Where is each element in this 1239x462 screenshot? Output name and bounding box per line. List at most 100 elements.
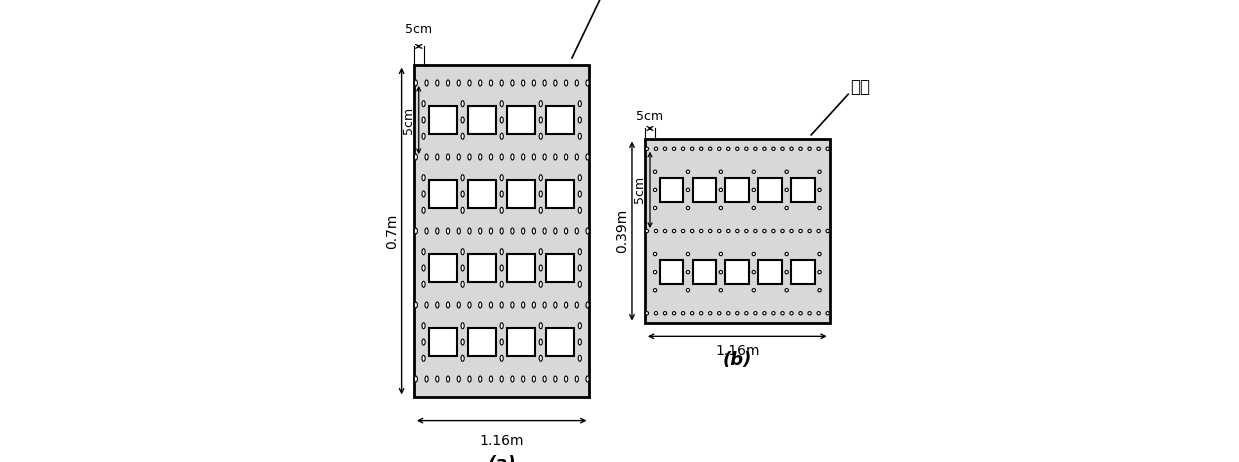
Ellipse shape	[468, 154, 471, 160]
Ellipse shape	[719, 188, 722, 192]
Ellipse shape	[436, 80, 439, 86]
Ellipse shape	[686, 252, 690, 255]
Bar	[507, 328, 535, 356]
Ellipse shape	[422, 175, 425, 181]
Ellipse shape	[786, 252, 788, 255]
Ellipse shape	[543, 154, 546, 160]
Ellipse shape	[579, 281, 581, 287]
Ellipse shape	[586, 228, 589, 234]
Ellipse shape	[422, 117, 425, 123]
Ellipse shape	[653, 207, 657, 210]
Text: 5cm: 5cm	[637, 110, 664, 123]
Ellipse shape	[808, 229, 812, 233]
Ellipse shape	[461, 355, 465, 361]
Ellipse shape	[681, 311, 685, 315]
Text: 1.16m: 1.16m	[715, 344, 760, 358]
Ellipse shape	[719, 252, 722, 255]
Ellipse shape	[717, 311, 721, 315]
Bar	[507, 254, 535, 282]
Ellipse shape	[461, 117, 465, 123]
Ellipse shape	[579, 133, 581, 139]
Ellipse shape	[753, 229, 757, 233]
Ellipse shape	[753, 147, 757, 151]
Ellipse shape	[501, 302, 503, 308]
Text: (a): (a)	[487, 455, 515, 462]
Ellipse shape	[745, 147, 748, 151]
Ellipse shape	[414, 228, 418, 234]
Ellipse shape	[539, 133, 543, 139]
Ellipse shape	[501, 80, 503, 86]
Ellipse shape	[808, 311, 812, 315]
Ellipse shape	[501, 117, 503, 123]
Ellipse shape	[510, 80, 514, 86]
Ellipse shape	[700, 311, 703, 315]
Ellipse shape	[653, 188, 657, 192]
Ellipse shape	[817, 229, 820, 233]
Ellipse shape	[709, 147, 712, 151]
Ellipse shape	[579, 323, 581, 329]
Ellipse shape	[763, 147, 766, 151]
Ellipse shape	[539, 323, 543, 329]
Ellipse shape	[673, 147, 675, 151]
Ellipse shape	[539, 191, 543, 197]
Ellipse shape	[554, 80, 556, 86]
Ellipse shape	[653, 270, 657, 274]
Ellipse shape	[425, 302, 429, 308]
Bar	[468, 180, 497, 208]
Ellipse shape	[579, 117, 581, 123]
Ellipse shape	[543, 302, 546, 308]
Ellipse shape	[786, 170, 788, 173]
Ellipse shape	[736, 229, 738, 233]
Ellipse shape	[565, 302, 567, 308]
Ellipse shape	[510, 154, 514, 160]
Ellipse shape	[579, 249, 581, 255]
Ellipse shape	[686, 170, 690, 173]
Ellipse shape	[818, 289, 821, 292]
Ellipse shape	[501, 175, 503, 181]
Ellipse shape	[772, 147, 776, 151]
Bar	[758, 178, 782, 202]
Bar	[659, 178, 684, 202]
Ellipse shape	[799, 229, 802, 233]
Ellipse shape	[686, 289, 690, 292]
Ellipse shape	[745, 311, 748, 315]
Ellipse shape	[575, 302, 579, 308]
Ellipse shape	[818, 252, 821, 255]
Ellipse shape	[501, 249, 503, 255]
Ellipse shape	[461, 323, 465, 329]
Ellipse shape	[709, 229, 712, 233]
Ellipse shape	[478, 376, 482, 382]
Ellipse shape	[717, 147, 721, 151]
Ellipse shape	[436, 376, 439, 382]
Ellipse shape	[817, 311, 820, 315]
Bar	[693, 260, 716, 284]
Ellipse shape	[586, 302, 589, 308]
Ellipse shape	[745, 229, 748, 233]
Ellipse shape	[826, 229, 829, 233]
Ellipse shape	[461, 339, 465, 345]
Bar	[726, 260, 750, 284]
Ellipse shape	[654, 311, 658, 315]
Ellipse shape	[554, 228, 556, 234]
Ellipse shape	[781, 311, 784, 315]
Ellipse shape	[586, 154, 589, 160]
Ellipse shape	[457, 154, 461, 160]
Ellipse shape	[763, 229, 766, 233]
Ellipse shape	[752, 188, 756, 192]
Ellipse shape	[554, 376, 556, 382]
Ellipse shape	[554, 154, 556, 160]
Ellipse shape	[436, 302, 439, 308]
Ellipse shape	[478, 154, 482, 160]
Text: 0.39m: 0.39m	[616, 209, 629, 253]
Ellipse shape	[446, 376, 450, 382]
Ellipse shape	[726, 147, 730, 151]
Ellipse shape	[786, 188, 788, 192]
Ellipse shape	[522, 302, 525, 308]
Ellipse shape	[719, 289, 722, 292]
Ellipse shape	[579, 339, 581, 345]
Ellipse shape	[457, 302, 461, 308]
Ellipse shape	[653, 289, 657, 292]
Ellipse shape	[673, 311, 675, 315]
Ellipse shape	[510, 376, 514, 382]
Ellipse shape	[461, 175, 465, 181]
